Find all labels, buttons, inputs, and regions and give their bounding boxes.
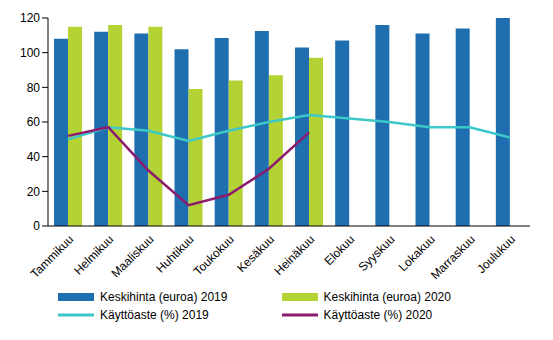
- svg-text:60: 60: [27, 115, 41, 129]
- svg-text:Helmikuu: Helmikuu: [71, 232, 117, 278]
- svg-text:Joulukuu: Joulukuu: [474, 232, 518, 276]
- svg-text:100: 100: [20, 46, 40, 60]
- svg-text:Kesäkuu: Kesäkuu: [234, 232, 277, 275]
- html-text:Keskihinta (euroa) 2020: Keskihinta (euroa) 2020: [323, 290, 451, 304]
- svg-text:Tammikuu: Tammikuu: [28, 232, 77, 281]
- svg-text:Syyskuu: Syyskuu: [356, 232, 398, 274]
- svg-text:80: 80: [27, 81, 41, 95]
- svg-text:Huhtikuu: Huhtikuu: [153, 232, 197, 276]
- svg-text:0: 0: [33, 219, 40, 233]
- svg-text:Maaliskuu: Maaliskuu: [108, 232, 156, 280]
- svg-text:120: 120: [20, 11, 40, 25]
- svg-text:Elokuu: Elokuu: [322, 232, 358, 268]
- svg-text:Lokakuu: Lokakuu: [395, 232, 438, 275]
- svg-text:Heinäkuu: Heinäkuu: [271, 232, 317, 278]
- svg-text:20: 20: [27, 185, 41, 199]
- svg-text:Marraskuu: Marraskuu: [428, 232, 478, 282]
- html-text:Käyttöaste (%) 2020: Käyttöaste (%) 2020: [323, 308, 433, 322]
- html-text:Käyttöaste (%) 2019: Käyttöaste (%) 2019: [100, 308, 209, 322]
- html-text:Keskihinta (euroa) 2019: Keskihinta (euroa) 2019: [100, 290, 228, 304]
- svg-text:Toukokuu: Toukokuu: [191, 232, 237, 278]
- svg-text:40: 40: [27, 150, 41, 164]
